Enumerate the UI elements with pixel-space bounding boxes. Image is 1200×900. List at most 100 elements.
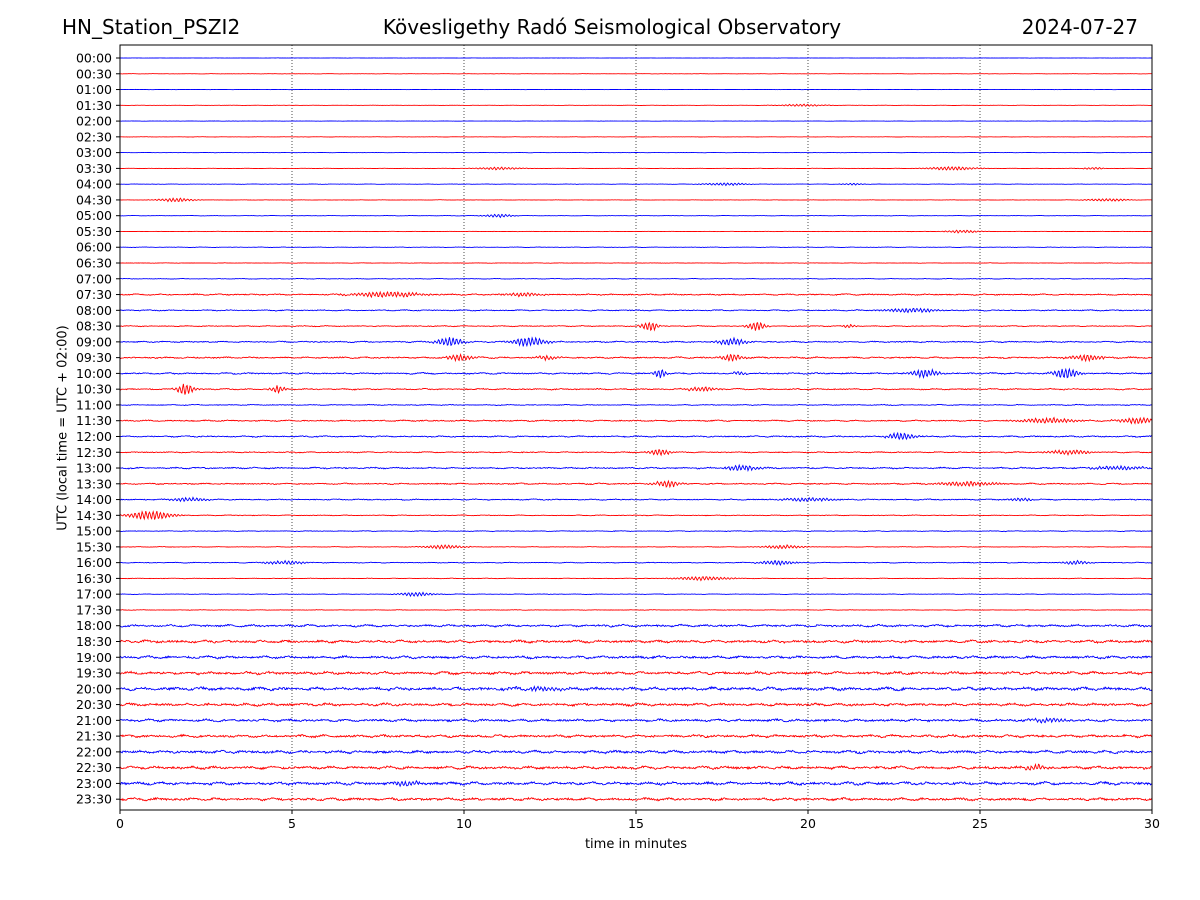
xtick-label: 20 — [800, 816, 816, 831]
ytick-label: 21:00 — [76, 713, 112, 728]
ytick-label: 13:30 — [76, 476, 112, 491]
trace-0930 — [120, 352, 1152, 363]
ytick-label: 06:30 — [76, 256, 112, 271]
trace-1930 — [120, 670, 1152, 676]
ytick-label: 19:00 — [76, 650, 112, 665]
ytick-label: 18:30 — [76, 634, 112, 649]
trace-0400 — [120, 182, 1152, 187]
ytick-label: 12:30 — [76, 445, 112, 460]
trace-2030 — [120, 702, 1152, 708]
station-name: HN_Station_PSZI2 — [62, 15, 241, 39]
trace-1130 — [120, 416, 1152, 425]
trace-0600 — [120, 246, 1152, 248]
ytick-label: 23:00 — [76, 776, 112, 791]
ytick-label: 09:30 — [76, 350, 112, 365]
ytick-label: 02:30 — [76, 129, 112, 144]
trace-2100 — [120, 716, 1152, 724]
trace-1430 — [120, 510, 1152, 521]
trace-1730 — [120, 609, 1152, 611]
ytick-label: 14:00 — [76, 492, 112, 507]
x-axis-label: time in minutes — [584, 837, 688, 852]
trace-1400 — [120, 496, 1152, 503]
ytick-label: 05:30 — [76, 224, 112, 239]
chart-title: Kövesligethy Radó Seismological Observat… — [382, 15, 842, 39]
trace-1200 — [120, 431, 1152, 441]
trace-2300 — [120, 779, 1152, 788]
trace-2230 — [120, 762, 1152, 771]
trace-1630 — [120, 575, 1152, 582]
ytick-label: 03:00 — [76, 145, 112, 160]
trace-1830 — [120, 638, 1152, 645]
ytick-label: 22:00 — [76, 744, 112, 759]
trace-0700 — [120, 277, 1152, 280]
trace-0530 — [120, 229, 1152, 234]
ytick-label: 16:30 — [76, 571, 112, 586]
ytick-label: 05:00 — [76, 208, 112, 223]
ytick-label: 04:00 — [76, 177, 112, 192]
ytick-label: 00:00 — [76, 51, 112, 66]
xtick-label: 10 — [456, 816, 472, 831]
xtick-label: 0 — [116, 816, 124, 831]
ytick-label: 01:30 — [76, 98, 112, 113]
ytick-label: 21:30 — [76, 729, 112, 744]
ytick-label: 04:30 — [76, 192, 112, 207]
trace-0730 — [120, 290, 1152, 299]
trace-2000 — [120, 685, 1152, 693]
ytick-label: 18:00 — [76, 618, 112, 633]
trace-0430 — [120, 197, 1152, 203]
trace-1330 — [120, 479, 1152, 489]
ytick-label: 12:00 — [76, 429, 112, 444]
xtick-label: 15 — [628, 816, 644, 831]
trace-1530 — [120, 543, 1152, 550]
ytick-label: 10:30 — [76, 382, 112, 397]
ytick-label: 13:00 — [76, 461, 112, 476]
trace-1800 — [120, 623, 1152, 628]
ytick-label: 11:00 — [76, 397, 112, 412]
ytick-label: 22:30 — [76, 760, 112, 775]
ytick-label: 14:30 — [76, 508, 112, 523]
ytick-label: 17:30 — [76, 602, 112, 617]
trace-1600 — [120, 559, 1152, 567]
trace-1100 — [120, 403, 1152, 407]
trace-1700 — [120, 591, 1152, 598]
ytick-label: 03:30 — [76, 161, 112, 176]
ytick-label: 02:00 — [76, 114, 112, 129]
trace-2130 — [120, 733, 1152, 739]
trace-1030 — [120, 383, 1152, 395]
trace-1900 — [120, 654, 1152, 660]
trace-1300 — [120, 463, 1152, 472]
chart-date: 2024-07-27 — [1021, 15, 1138, 39]
ytick-label: 19:30 — [76, 666, 112, 681]
trace-0830 — [120, 321, 1152, 332]
trace-0630 — [120, 262, 1152, 264]
trace-0800 — [120, 307, 1152, 314]
xtick-label: 5 — [288, 816, 296, 831]
ytick-label: 08:00 — [76, 303, 112, 318]
ytick-label: 06:00 — [76, 240, 112, 255]
traces — [120, 57, 1152, 802]
ytick-label: 20:00 — [76, 681, 112, 696]
trace-1000 — [120, 367, 1152, 379]
ytick-label: 01:00 — [76, 82, 112, 97]
trace-0500 — [120, 213, 1152, 219]
xtick-label: 25 — [972, 816, 988, 831]
trace-0330 — [120, 165, 1152, 171]
trace-0130 — [120, 103, 1152, 107]
trace-0900 — [120, 336, 1152, 348]
ytick-label: 00:30 — [76, 66, 112, 81]
ytick-label: 07:30 — [76, 287, 112, 302]
trace-1500 — [120, 530, 1152, 533]
ytick-label: 23:30 — [76, 792, 112, 807]
ytick-label: 17:00 — [76, 587, 112, 602]
trace-2330 — [120, 796, 1152, 802]
ytick-label: 09:00 — [76, 334, 112, 349]
trace-1230 — [120, 449, 1152, 457]
ytick-label: 20:30 — [76, 697, 112, 712]
ytick-label: 15:30 — [76, 539, 112, 554]
y-axis-label: UTC (local time = UTC + 02:00) — [55, 325, 71, 531]
ytick-label: 08:30 — [76, 319, 112, 334]
ytick-label: 16:00 — [76, 555, 112, 570]
ytick-label: 11:30 — [76, 413, 112, 428]
ytick-label: 07:00 — [76, 271, 112, 286]
